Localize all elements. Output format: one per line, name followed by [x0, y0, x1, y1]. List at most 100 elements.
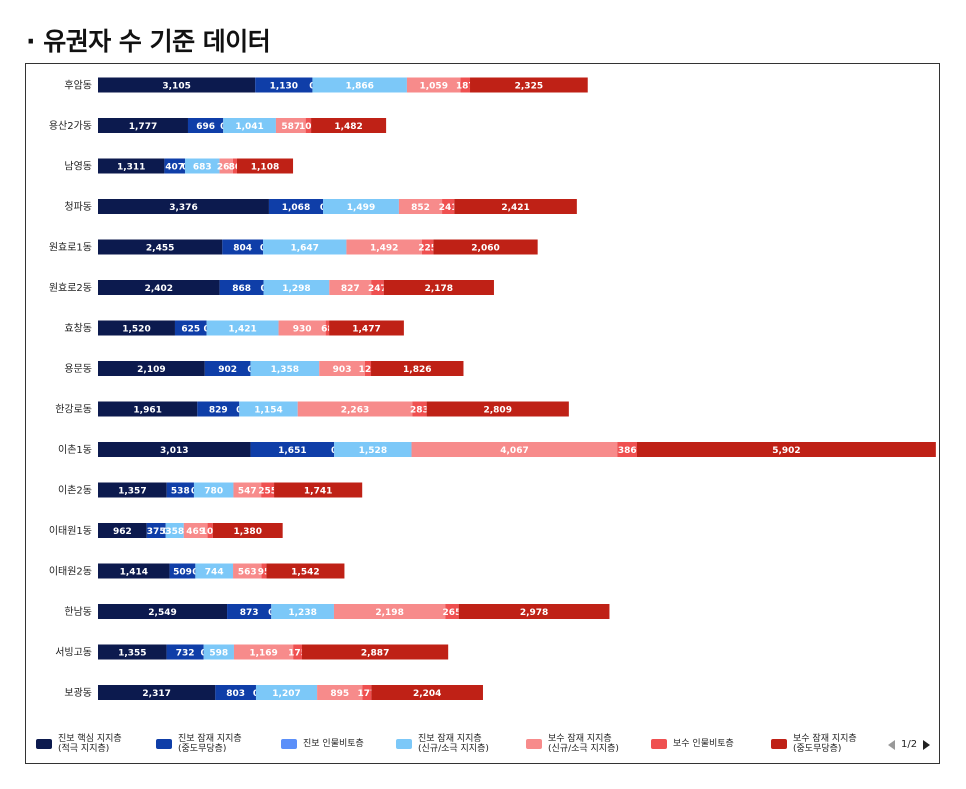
bar-segment[interactable] — [271, 604, 334, 619]
bar-segment[interactable] — [98, 442, 251, 457]
legend-item[interactable]: 진보 인물비토층 — [281, 739, 364, 749]
bar-segment[interactable] — [239, 401, 298, 417]
bar-segment[interactable] — [302, 644, 449, 660]
bar-segment[interactable] — [187, 118, 224, 133]
bar-segment[interactable] — [98, 361, 205, 376]
bar-segment[interactable] — [275, 118, 306, 133]
bar-segment[interactable] — [215, 685, 256, 700]
bar-segment[interactable] — [421, 239, 434, 255]
bar-segment[interactable] — [255, 77, 313, 93]
bar-segment[interactable] — [233, 644, 294, 660]
bar-segment[interactable] — [169, 563, 196, 579]
bar-segment[interactable] — [412, 401, 427, 417]
bar-segment[interactable] — [263, 239, 347, 255]
legend-next-icon[interactable] — [923, 739, 931, 750]
bar-segment[interactable] — [371, 685, 483, 700]
bar-segment[interactable] — [164, 158, 185, 174]
bar-segment[interactable] — [98, 523, 147, 538]
bar-segment[interactable] — [206, 320, 279, 336]
bar-segment[interactable] — [263, 280, 330, 295]
bar-segment[interactable] — [319, 361, 365, 376]
legend-item[interactable]: 진보 핵심 지지층 (적극 지지층) — [36, 734, 122, 754]
bar-segment[interactable] — [174, 320, 207, 336]
bar-segment[interactable] — [442, 199, 455, 214]
bar-segment[interactable] — [268, 199, 324, 214]
bar-segment[interactable] — [325, 320, 330, 336]
bar-segment[interactable] — [98, 320, 175, 336]
legend-item[interactable]: 보수 잠재 지지층 (신규/소극 지지층) — [526, 734, 619, 754]
bar-segment[interactable] — [617, 442, 638, 457]
bar-segment[interactable] — [383, 280, 494, 295]
bar-segment[interactable] — [261, 482, 275, 498]
bar-segment[interactable] — [98, 563, 170, 579]
bar-segment[interactable] — [204, 361, 251, 376]
bar-segment[interactable] — [207, 523, 213, 538]
bar-segment[interactable] — [371, 361, 464, 376]
bar-segment[interactable] — [232, 158, 237, 174]
bar-segment[interactable] — [470, 77, 588, 93]
bar-segment[interactable] — [266, 563, 345, 579]
legend-item[interactable]: 보수 잠재 지지층 (중도무당층) — [771, 734, 857, 754]
bar-segment[interactable] — [98, 199, 269, 214]
bar-segment[interactable] — [183, 523, 208, 538]
bar-segment[interactable] — [406, 77, 461, 93]
bar-segment[interactable] — [98, 239, 223, 255]
bar-segment[interactable] — [219, 280, 264, 295]
bar-segment[interactable] — [255, 685, 318, 700]
bar-segment[interactable] — [333, 604, 446, 619]
bar-segment[interactable] — [329, 320, 404, 336]
legend-item[interactable]: 진보 잠재 지지층 (신규/소극 지지층) — [396, 734, 489, 754]
legend-prev-icon[interactable] — [888, 739, 895, 750]
bar-segment[interactable] — [223, 118, 276, 133]
bar-segment[interactable] — [197, 401, 240, 417]
bar-segment[interactable] — [203, 644, 234, 660]
bar-segment[interactable] — [212, 523, 283, 538]
bar-segment[interactable] — [371, 280, 384, 295]
bar-segment[interactable] — [98, 118, 188, 133]
bar-segment[interactable] — [278, 320, 326, 336]
bar-segment[interactable] — [334, 442, 412, 457]
bar-segment[interactable] — [250, 442, 335, 457]
bar-segment[interactable] — [297, 401, 413, 417]
legend-item[interactable]: 진보 잠재 지지층 (중도무당층) — [156, 734, 242, 754]
bar-segment[interactable] — [166, 644, 204, 660]
bar-segment[interactable] — [98, 280, 220, 295]
bar-segment[interactable] — [460, 77, 471, 93]
bar-segment[interactable] — [398, 199, 443, 214]
bar-segment[interactable] — [637, 442, 936, 457]
bar-segment[interactable] — [219, 158, 233, 174]
bar-segment[interactable] — [98, 685, 216, 700]
bar-segment[interactable] — [233, 482, 262, 498]
bar-segment[interactable] — [98, 482, 167, 498]
bar-segment[interactable] — [362, 685, 372, 700]
bar-segment[interactable] — [193, 482, 234, 498]
bar-segment[interactable] — [426, 401, 569, 417]
bar-segment[interactable] — [146, 523, 166, 538]
bar-segment[interactable] — [346, 239, 422, 255]
bar-segment[interactable] — [312, 77, 407, 93]
bar-segment[interactable] — [261, 563, 267, 579]
bar-segment[interactable] — [98, 401, 198, 417]
bar-segment[interactable] — [195, 563, 234, 579]
bar-segment[interactable] — [454, 199, 577, 214]
bar-segment[interactable] — [184, 158, 220, 174]
legend-item[interactable]: 보수 인물비토층 — [651, 739, 734, 749]
bar-segment[interactable] — [458, 604, 610, 619]
bar-segment[interactable] — [227, 604, 272, 619]
bar-segment[interactable] — [329, 280, 372, 295]
bar-segment[interactable] — [98, 77, 256, 93]
bar-segment[interactable] — [364, 361, 372, 376]
bar-segment[interactable] — [98, 604, 228, 619]
bar-segment[interactable] — [317, 685, 363, 700]
bar-segment[interactable] — [233, 563, 262, 579]
bar-segment[interactable] — [165, 523, 184, 538]
bar-segment[interactable] — [166, 482, 194, 498]
bar-segment[interactable] — [323, 199, 399, 214]
bar-segment[interactable] — [293, 644, 303, 660]
bar-segment[interactable] — [274, 482, 363, 498]
bar-segment[interactable] — [222, 239, 264, 255]
bar-segment[interactable] — [433, 239, 538, 255]
bar-segment[interactable] — [445, 604, 459, 619]
bar-segment[interactable] — [411, 442, 618, 457]
bar-segment[interactable] — [98, 158, 165, 174]
